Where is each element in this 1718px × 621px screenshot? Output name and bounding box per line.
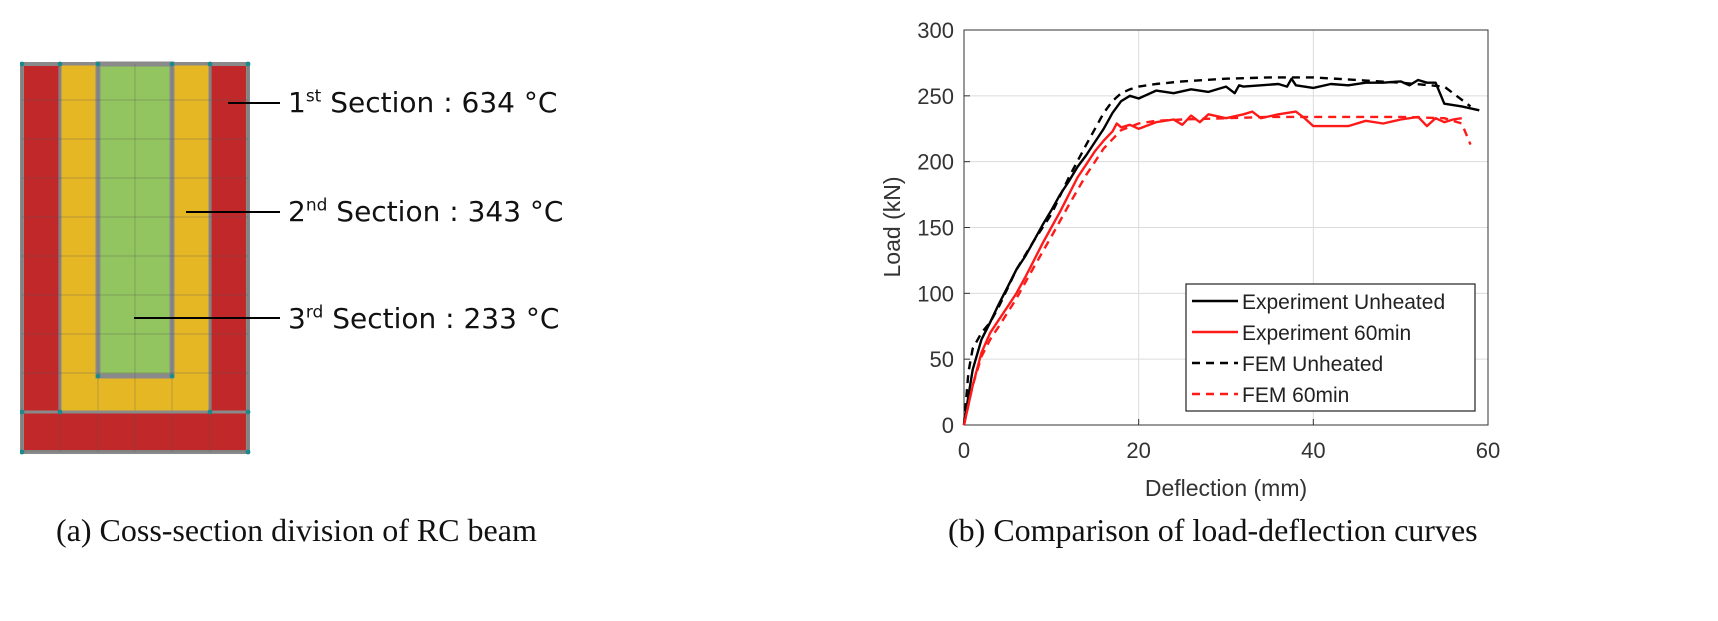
cross-section-diagram [20,61,251,455]
section-leader-lines [134,102,280,319]
mesh-node [245,449,251,455]
legend-label: Experiment Unheated [1242,291,1445,314]
mesh-node [207,61,213,67]
caption-left: (a) Coss-section division of RC beam [56,512,537,548]
series-line-fem-unheated [962,76,1472,426]
x-tick-label: 40 [1301,438,1325,463]
legend-label: FEM Unheated [1242,353,1383,376]
mesh-node [169,373,175,379]
x-tick-label: 20 [1126,438,1150,463]
series-line-experiment-unheated [962,77,1480,426]
inner-section-region [95,61,175,379]
section-label-3: 3rd Section : 233 °C [288,302,560,335]
y-tick-label: 300 [917,18,954,43]
legend-box [1185,283,1476,412]
y-tick-label: 0 [942,413,954,438]
y-tick-label: 250 [917,84,954,109]
mesh-node [95,61,101,67]
y-tick-label: 200 [917,150,954,175]
legend-label: FEM 60min [1242,384,1349,407]
mesh-node [95,373,101,379]
y-tick-label: 50 [930,347,954,372]
section-label-2: 2nd Section : 343 °C [288,195,564,228]
y-axis-label: Load (kN) [879,177,905,278]
mesh-node [169,61,175,67]
mesh-node [57,61,63,67]
x-axis-label: Deflection (mm) [1145,475,1307,501]
caption-right: (b) Comparison of load-deflection curves [948,512,1478,548]
y-tick-label: 150 [917,216,954,241]
mesh-node [20,61,25,67]
legend-label: Experiment 60min [1242,322,1411,345]
series-line-fem-60min [962,115,1472,426]
mesh-node [57,409,63,415]
x-tick-label: 60 [1476,438,1500,463]
series-line-experiment-60min [962,110,1462,426]
mesh-node [20,449,25,455]
y-tick-label: 100 [917,281,954,306]
mesh-node [20,409,25,415]
x-tick-label: 0 [958,438,970,463]
load-deflection-chart: 0 20 40 60 0 50 100 150 200 250 300 Experiment Unh… [879,18,1500,501]
mesh-node [245,409,251,415]
mesh-node [245,61,251,67]
section-label-1: 1st Section : 634 °C [288,86,558,119]
mesh-node [207,409,213,415]
